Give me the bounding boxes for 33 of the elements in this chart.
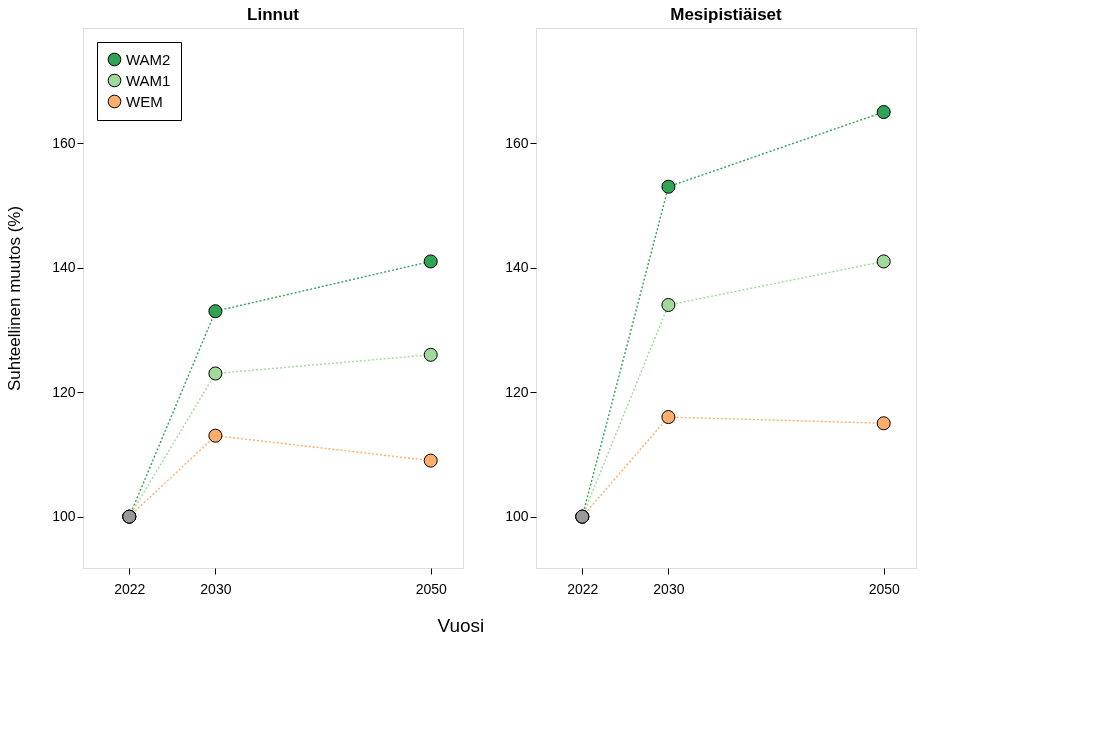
x-tick-label: 2030 <box>200 580 232 597</box>
y-tick-label: 120 <box>52 383 76 400</box>
legend-label: WEM <box>126 92 163 110</box>
x-tick-label: 2050 <box>415 580 447 597</box>
point <box>208 304 223 319</box>
chart-title: Linnut <box>247 5 300 24</box>
y-tick-label: 160 <box>505 134 529 151</box>
point <box>876 105 891 120</box>
point <box>661 410 676 425</box>
x-tick-label: 2050 <box>868 580 900 597</box>
x-tick-label: 2022 <box>567 580 599 597</box>
chart-title: Mesipistiäiset <box>670 5 783 24</box>
y-axis-title: Suhteellinen muutos (%) <box>5 205 25 392</box>
legend-label: WAM2 <box>126 50 171 68</box>
point <box>876 416 891 431</box>
point <box>423 347 438 362</box>
point <box>423 254 438 269</box>
y-tick-label: 120 <box>505 383 529 400</box>
y-tick-label: 140 <box>52 259 76 276</box>
point <box>876 254 891 269</box>
point <box>661 298 676 313</box>
y-tick-label: 100 <box>505 508 529 525</box>
point <box>208 366 223 381</box>
point <box>423 453 438 468</box>
x-tick-label: 2030 <box>653 580 685 597</box>
y-tick-label: 160 <box>52 134 76 151</box>
y-tick-label: 140 <box>505 259 529 276</box>
point <box>661 179 676 194</box>
point <box>208 428 223 443</box>
legend-label: WAM1 <box>126 71 171 89</box>
y-tick-label: 100 <box>52 508 76 525</box>
x-tick-label: 2022 <box>114 580 146 597</box>
x-axis-title: Vuosi <box>437 614 485 636</box>
